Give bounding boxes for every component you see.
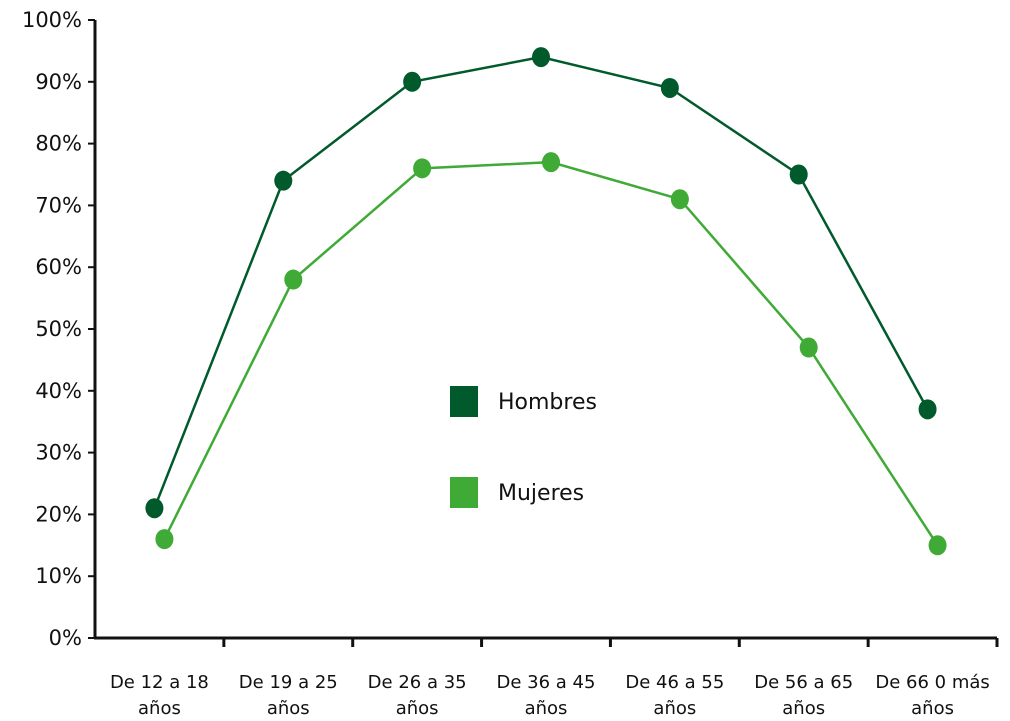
x-tick-label-line: años (911, 698, 954, 719)
x-tick-label-line: años (267, 698, 310, 719)
x-tick-label-line: De 66 0 más (875, 672, 989, 693)
x-tick-label-line: años (782, 698, 825, 719)
data-point (928, 535, 947, 556)
data-point (274, 170, 293, 191)
x-tick-label-line: De 56 a 65 (754, 672, 853, 693)
data-point (284, 269, 303, 290)
y-tick-label: 60% (35, 255, 82, 279)
y-tick-label: 0% (49, 626, 82, 650)
y-tick-label: 80% (35, 132, 82, 156)
y-tick-label: 100% (22, 8, 82, 32)
x-tick-label: De 26 a 35 años (368, 672, 467, 719)
y-tick-label: 30% (35, 441, 82, 465)
data-point (403, 71, 422, 92)
y-tick-label: 40% (35, 379, 82, 403)
data-point (670, 189, 689, 210)
x-tick-label-line: De 19 a 25 (239, 672, 338, 693)
data-point (532, 47, 550, 68)
legend-swatch (450, 477, 478, 508)
x-tick-label: De 19 a 25 años (239, 672, 338, 719)
legend: Hombres Mujeres (450, 386, 597, 508)
x-tick-label-line: De 36 a 45 (497, 672, 596, 693)
series-group (145, 47, 947, 556)
x-tick-label-line: De 12 a 18 (110, 672, 209, 693)
series-hombres (145, 47, 937, 519)
legend-swatch (450, 386, 478, 417)
x-tick-label: De 36 a 45 años (497, 672, 596, 719)
legend-label: Hombres (498, 390, 597, 415)
y-axis-ticks: 0% 10% 20% 30% 40% 50% 60% 70% 80% 90% 100% (22, 8, 95, 650)
axes (93, 20, 997, 640)
y-tick-label: 10% (35, 564, 82, 588)
x-tick-label: De 66 0 más años (875, 672, 989, 719)
data-point (155, 529, 174, 550)
x-axis-ticks: De 12 a 18 años De 19 a 25 años De 26 a 35 añ… (110, 638, 999, 719)
legend-label: Mujeres (498, 481, 584, 506)
y-tick-label: 20% (35, 502, 82, 526)
y-tick-label: 90% (35, 70, 82, 94)
data-point (918, 399, 937, 420)
x-tick-label-line: De 46 a 55 (625, 672, 724, 693)
data-point (789, 164, 808, 185)
data-point (799, 337, 818, 358)
x-tick-label-line: De 26 a 35 (368, 672, 467, 693)
x-tick-label-line: años (525, 698, 568, 719)
x-tick-label: De 12 a 18 años (110, 672, 209, 719)
x-tick-label: De 46 a 55 años (625, 672, 724, 719)
data-point (660, 77, 679, 98)
y-tick-label: 50% (35, 317, 82, 341)
data-point (145, 498, 164, 519)
x-tick-label-line: años (138, 698, 181, 719)
x-tick-label: De 56 a 65 años (754, 672, 853, 719)
data-point (542, 152, 560, 173)
x-tick-label-line: años (653, 698, 696, 719)
y-tick-label: 70% (35, 193, 82, 217)
x-tick-label-line: años (396, 698, 439, 719)
data-point (413, 158, 432, 179)
series-line (153, 55, 929, 509)
series-mujeres (155, 152, 947, 556)
